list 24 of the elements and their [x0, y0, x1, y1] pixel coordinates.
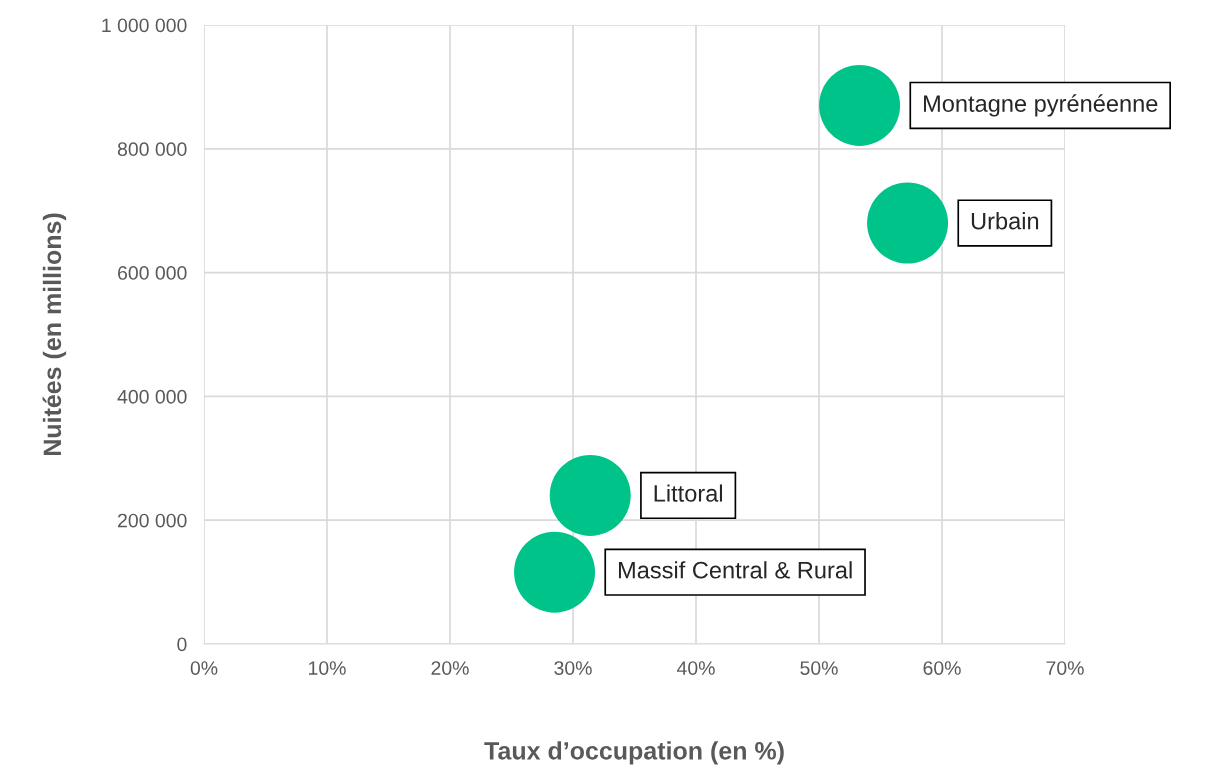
- y-tick-label: 800 000: [117, 142, 187, 157]
- point: [867, 182, 949, 264]
- x-tick-label: 40%: [676, 661, 715, 675]
- point: [514, 531, 596, 613]
- x-tick-label: 60%: [923, 661, 961, 675]
- x-tick-label: 0%: [190, 661, 218, 675]
- x-tick-label: 30%: [554, 661, 592, 675]
- y-tick-label: 600 000: [118, 266, 187, 280]
- y-axis-title: Nuitées (en millions): [42, 213, 67, 456]
- y-tick-label: 200 000: [118, 513, 187, 528]
- annotation: Montagne pyrénéenne: [924, 94, 1158, 117]
- annotation: Urbain: [971, 212, 1039, 230]
- annotation: Littoral: [654, 484, 723, 502]
- y-tick-label: 0: [177, 637, 187, 652]
- x-tick-label: 20%: [431, 661, 469, 675]
- x-axis-title: Taux d’occupation (en %): [484, 741, 784, 765]
- y-tick-label: 1 000 000: [102, 18, 187, 33]
- point: [819, 64, 901, 146]
- annotation: Massif Central & Rural: [618, 561, 852, 579]
- y-tick-label: 400 000: [117, 389, 187, 404]
- x-tick-label: 10%: [309, 661, 346, 675]
- x-tick-label: 50%: [800, 661, 838, 675]
- point: [549, 454, 631, 536]
- x-tick-label: 70%: [1046, 661, 1084, 675]
